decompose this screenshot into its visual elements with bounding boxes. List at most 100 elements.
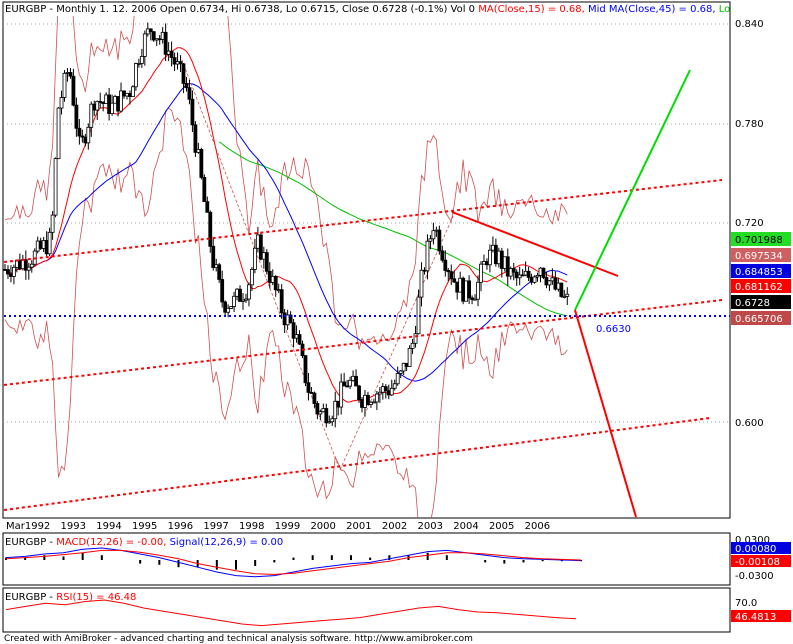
candle-body (407, 348, 412, 367)
candle-body (205, 201, 210, 213)
candle-body (398, 370, 403, 374)
x-tick-label: 2000 (310, 521, 335, 532)
candle-body (9, 273, 13, 277)
candle-body (440, 250, 445, 261)
candle-body (145, 28, 150, 35)
macd-tag: 0.00080 (731, 542, 791, 555)
header-mid-ma: Mid MA(Close,45) = 0.68, (588, 4, 719, 15)
macd-symbol: EURGBP (5, 537, 46, 548)
price-tag-text: 0.681162 (735, 282, 783, 293)
candle-body (142, 33, 147, 57)
candle-body (312, 392, 317, 404)
candle-body (244, 298, 248, 301)
projection-down-line (574, 309, 637, 518)
rsi-panel (2, 587, 731, 633)
candle-body (133, 63, 138, 88)
candle-body (232, 295, 236, 307)
header-tail: Lo (719, 4, 731, 15)
candle-body (380, 386, 385, 393)
candle-body (470, 297, 474, 300)
candle-body (273, 275, 278, 291)
candle-body (306, 382, 311, 393)
rsi-tag: 46.4813 (731, 610, 791, 623)
candle-body (360, 399, 364, 408)
candle-body (98, 100, 103, 103)
candle-body (38, 240, 43, 249)
candle-body (517, 274, 522, 279)
price-tag-text: 0.6728 (735, 298, 770, 309)
macd-tag: -0.00108 (731, 555, 791, 568)
candle-body (532, 276, 537, 283)
x-tick-label: 1992 (25, 521, 50, 532)
candle-body (333, 400, 338, 420)
price-tag: 0.684853 (731, 264, 791, 278)
candle-body (419, 269, 424, 298)
candle-body (235, 288, 239, 297)
candle-body (330, 418, 335, 423)
candle-body (35, 240, 40, 252)
x-tick-label: 2004 (453, 521, 478, 532)
candle-body (44, 240, 49, 255)
price-tags: 0.701988 0.697534 0.684853 0.681162 0.6728 0.… (731, 232, 791, 325)
candle-body (80, 135, 85, 138)
rsi-tag-text: 46.4813 (735, 612, 776, 623)
candle-body (276, 289, 281, 292)
candle-body (413, 333, 418, 344)
candle-body (151, 31, 156, 41)
macd-line (5, 547, 582, 578)
macd-tag-text: 0.0300 (735, 535, 770, 546)
candle-body (493, 244, 498, 265)
candle-body (157, 38, 162, 41)
candle-body (488, 249, 492, 266)
candle-body (101, 102, 106, 104)
candle-body (95, 100, 100, 111)
macd-tag-text: -0.00108 (735, 557, 780, 568)
candle-body (220, 279, 225, 303)
upper-band-line (4, 16, 568, 350)
candle-body (538, 267, 543, 276)
candle-body (107, 94, 112, 114)
candle-body (181, 63, 186, 84)
candle-body (565, 293, 570, 297)
candle-body (366, 394, 370, 405)
candle-body (89, 103, 94, 128)
candle-body (270, 275, 275, 283)
candle-body (196, 149, 201, 153)
x-axis: Mar 1992 1993 1994 1995 1996 1997 1998 1999 2000 2… (6, 521, 550, 532)
y-tick-label: 0.840 (735, 19, 764, 30)
candle-body (479, 263, 483, 283)
candle-body (214, 264, 219, 268)
candle-body (294, 334, 299, 339)
candle-body (62, 72, 67, 98)
x-tick-label: 1994 (96, 521, 121, 532)
candle-body (291, 322, 296, 339)
main-panel (2, 1, 731, 519)
candle-body (104, 94, 109, 104)
candle-body (464, 280, 469, 302)
candle-body (526, 270, 531, 278)
candle-body (12, 266, 16, 277)
candle-body (467, 280, 472, 299)
candle-body (321, 408, 326, 413)
candle-body (211, 245, 216, 268)
macd-signal-label: Signal(12,26,9) = 0.00 (170, 537, 284, 548)
candle-body (29, 263, 34, 268)
candle-body (455, 281, 460, 293)
y-axis: 0.840 0.780 0.720 0.600 (735, 19, 764, 429)
candle-body (389, 387, 394, 396)
rsi-tags: 70.0 46.4813 (731, 596, 791, 623)
candle-body (110, 102, 114, 114)
candle-body (383, 386, 388, 392)
candle-body (154, 38, 159, 41)
x-tick-label: 1999 (275, 521, 300, 532)
price-tag: 0.681162 (731, 279, 791, 293)
channel-line (3, 179, 723, 263)
candle-body (247, 284, 251, 300)
candle-body (482, 261, 486, 265)
candle-body (163, 31, 168, 55)
header-ma15: MA(Close,15) = 0.68, (478, 4, 588, 15)
ma45-line (4, 83, 568, 382)
candle-body (119, 90, 123, 112)
candle-body (56, 107, 61, 160)
x-tick-label: 1998 (239, 521, 264, 532)
